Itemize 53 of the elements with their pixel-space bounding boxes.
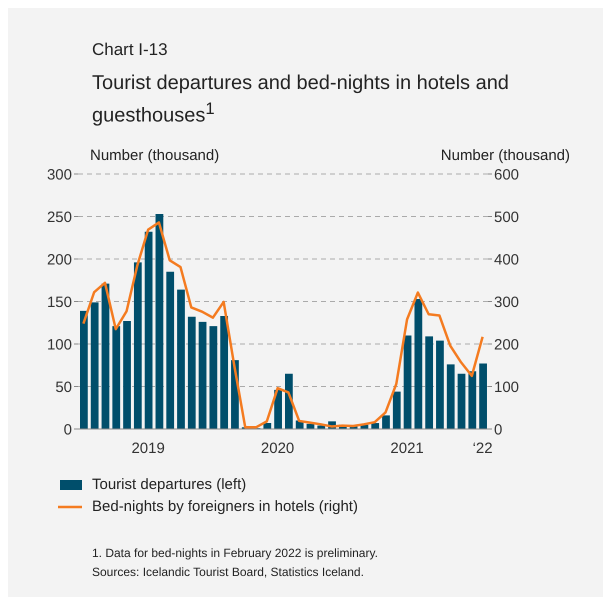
- y-tick-label: 100: [46, 336, 72, 353]
- bar: [285, 373, 293, 429]
- bar: [392, 391, 401, 429]
- x-tick-label: ‘22: [472, 440, 493, 457]
- y-tick-label: 200: [46, 250, 72, 268]
- x-tick-label: 2021: [390, 440, 424, 457]
- bar: [436, 340, 444, 429]
- bar: [458, 373, 466, 429]
- bar: [112, 326, 120, 429]
- source-note: Sources: Icelandic Tourist Board, Statistics Iceland.: [92, 564, 365, 581]
- y2-tick-label: 0: [494, 420, 502, 438]
- y2-tick-label: 400: [494, 250, 520, 268]
- chart-subtitle: Chart I-13: [92, 40, 169, 60]
- bar: [156, 214, 164, 429]
- x-tick-label: 2019: [131, 440, 165, 457]
- bar: [414, 298, 422, 429]
- bar: [425, 336, 434, 429]
- bar: [382, 415, 390, 429]
- bar: [220, 316, 228, 429]
- bar: [404, 335, 412, 429]
- y2-tick-label: 600: [494, 166, 520, 183]
- y2-tick-label: 200: [494, 336, 520, 353]
- y-tick-label: 300: [46, 166, 72, 183]
- bar: [144, 231, 153, 429]
- text: 1. Data for bed-nights in February 2022 is preliminary.: [92, 544, 379, 562]
- bar: [274, 390, 282, 429]
- bar: [468, 370, 476, 429]
- line-series: [82, 220, 484, 428]
- x-tick-label: 2020: [260, 440, 294, 457]
- bar: [198, 322, 206, 429]
- chart-title: Tourist departures and bed-nights in hotels and guesthouses$^{1}$: [92, 71, 510, 129]
- y-axis-title: Number (thousand): [90, 146, 220, 164]
- bar: [80, 310, 88, 429]
- y-tick-label: 250: [46, 208, 72, 226]
- bar: [102, 283, 110, 429]
- bar: [209, 326, 218, 429]
- bar: [177, 289, 185, 429]
- y2-tick-label: 300: [494, 293, 520, 310]
- legend-label: Bed-nights by foreigners in hotels (right): [92, 498, 358, 516]
- bar: [446, 364, 455, 429]
- bar: [166, 271, 174, 429]
- y2-axis-title: Number (thousand): [440, 146, 570, 164]
- y2-tick-label: 500: [494, 208, 520, 226]
- legend-label: Tourist departures (left): [92, 476, 246, 494]
- bar: [479, 363, 487, 429]
- y-tick-label: 50: [55, 378, 72, 396]
- bar: [123, 320, 131, 429]
- bar: [90, 302, 99, 429]
- y2-tick-label: 100: [494, 378, 520, 396]
- y-tick-label: 0: [64, 420, 72, 438]
- bar: [188, 316, 196, 429]
- y-tick-label: 150: [46, 293, 72, 310]
- bar: [134, 262, 142, 429]
